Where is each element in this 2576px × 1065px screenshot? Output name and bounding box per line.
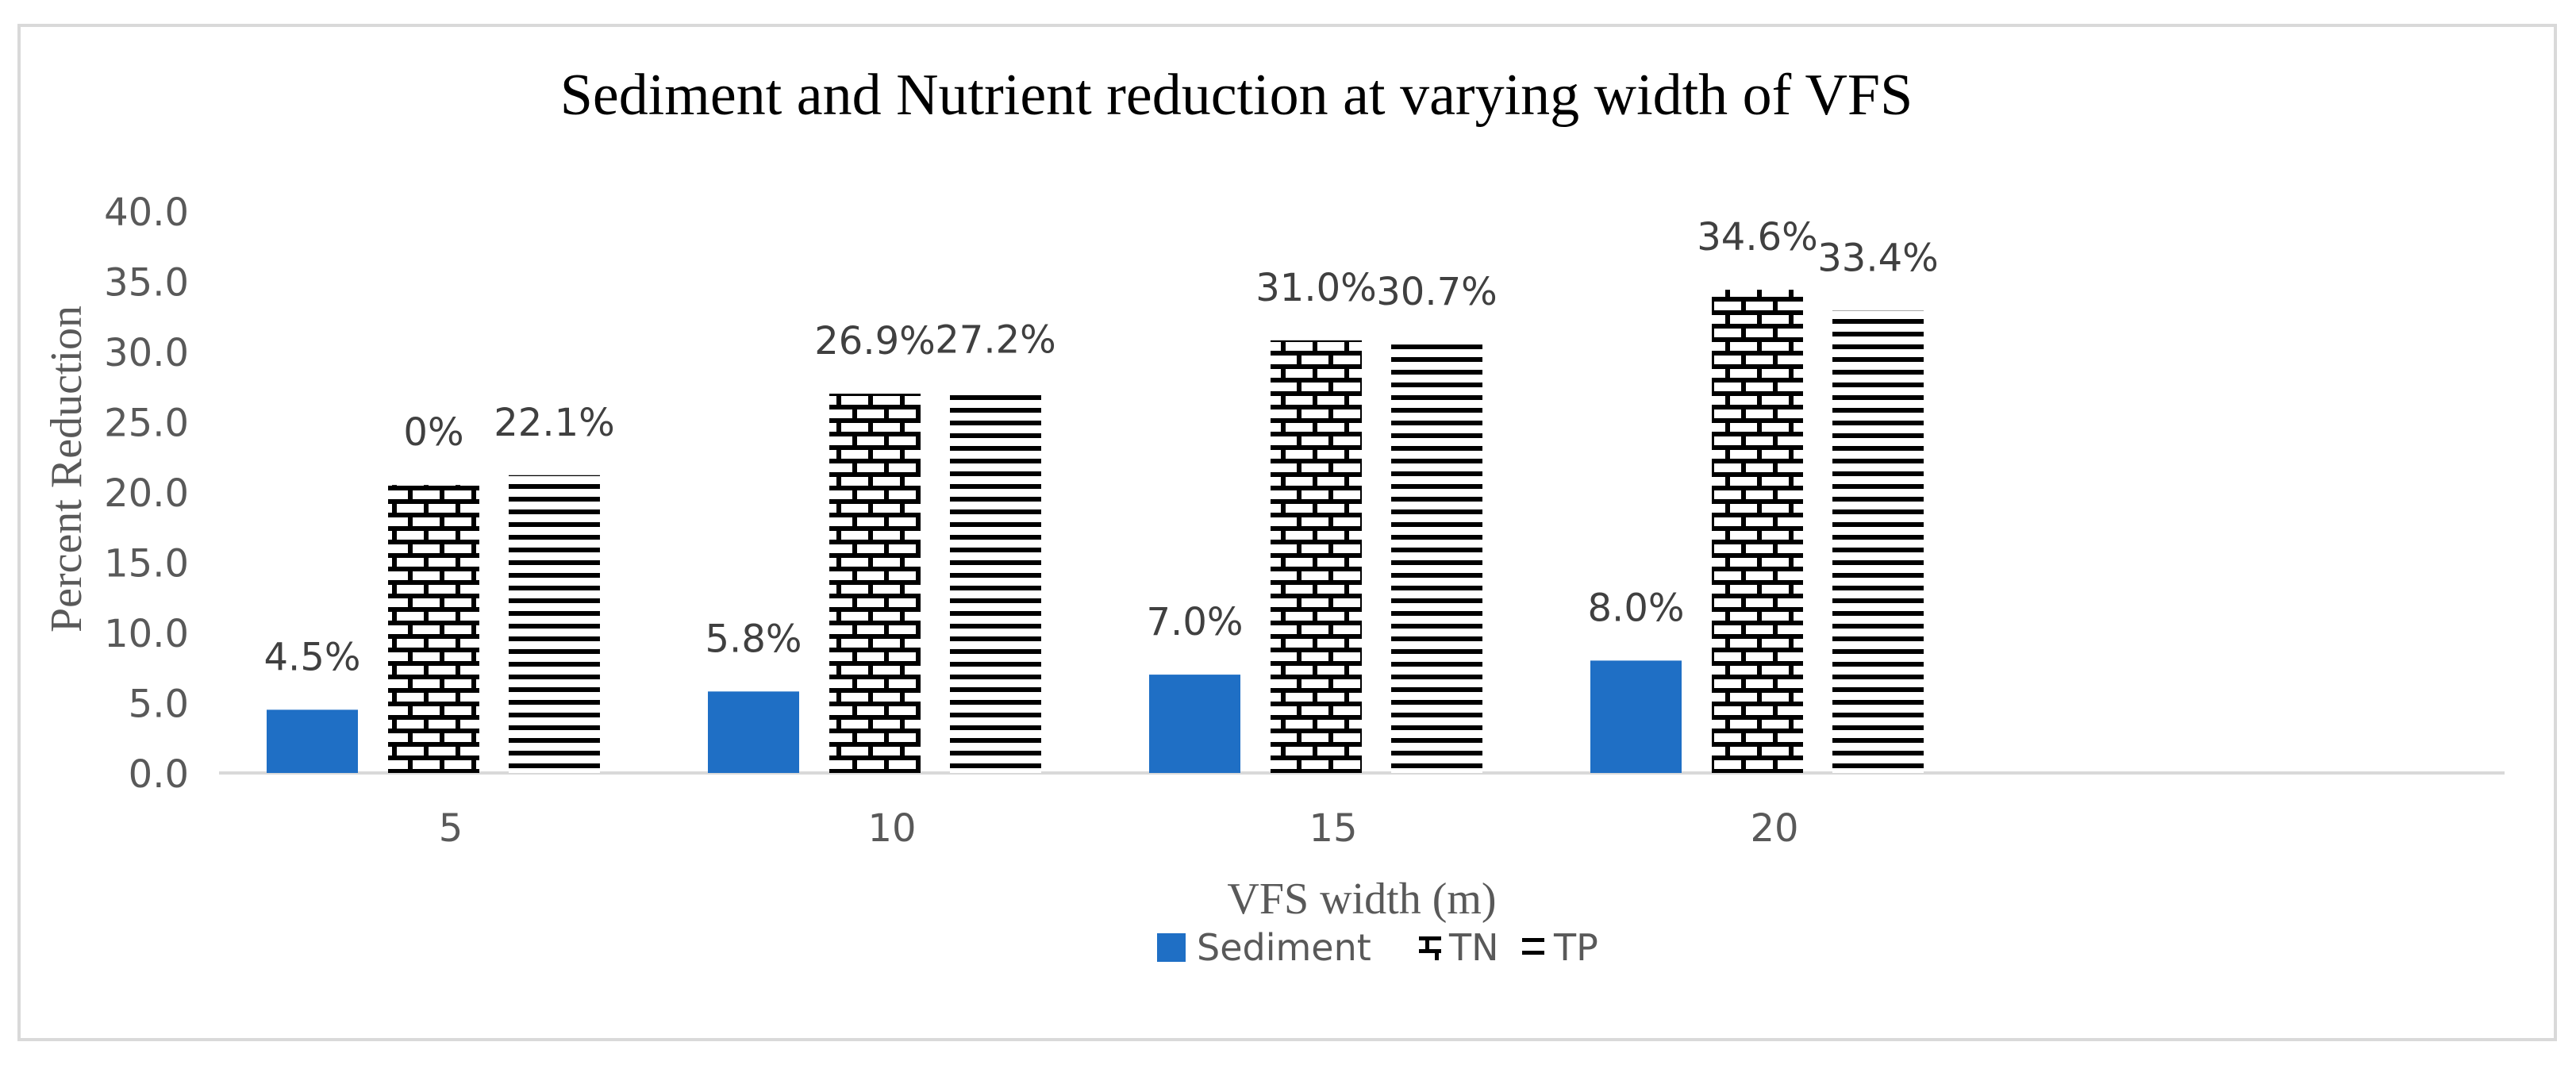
y-tick-label: 25.0 xyxy=(104,402,189,446)
bar-tp-20 xyxy=(1832,310,1924,773)
bar-chart: Sediment and Nutrient reduction at varyi… xyxy=(42,63,2505,969)
bar-sediment-20 xyxy=(1590,660,1682,773)
y-tick-label: 40.0 xyxy=(104,190,189,235)
x-axis-title: VFS width (m) xyxy=(1227,875,1496,924)
y-tick-label: 10.0 xyxy=(104,612,189,656)
data-label-sediment-15: 7.0% xyxy=(1147,600,1244,644)
x-axis-ticks: 5 10 15 20 xyxy=(439,806,1799,851)
bar-tn-10 xyxy=(829,394,921,773)
data-label-tn-10: 26.9% xyxy=(814,319,935,363)
bar-sediment-5 xyxy=(267,709,358,773)
y-tick-label: 35.0 xyxy=(104,261,189,306)
data-label-sediment-20: 8.0% xyxy=(1588,586,1685,630)
data-label-tp-20: 33.4% xyxy=(1817,236,1938,281)
data-label-tp-10: 27.2% xyxy=(935,317,1055,362)
bar-tn-15 xyxy=(1271,340,1362,774)
data-label-tn-5: 0% xyxy=(403,410,463,455)
x-tick-label: 15 xyxy=(1309,806,1357,851)
x-tick-label: 5 xyxy=(439,806,463,851)
y-tick-label: 15.0 xyxy=(104,542,189,586)
bar-tn-5 xyxy=(388,485,479,773)
bar-tp-10 xyxy=(950,392,1041,773)
chart-title: Sediment and Nutrient reduction at varyi… xyxy=(560,63,1913,128)
legend-swatch-tn xyxy=(1419,936,1441,960)
data-label-tp-5: 22.1% xyxy=(494,401,614,445)
bar-tp-15 xyxy=(1391,344,1482,773)
y-tick-label: 30.0 xyxy=(104,331,189,375)
bar-sediment-10 xyxy=(708,691,799,773)
legend-swatch-tp xyxy=(1522,938,1544,955)
data-label-tn-15: 31.0% xyxy=(1255,266,1376,310)
bar-tp-5 xyxy=(509,475,600,773)
legend-label-tp: TP xyxy=(1553,926,1598,969)
y-axis-ticks: 0.0 5.0 10.0 15.0 20.0 25.0 30.0 35.0 40.0 xyxy=(104,190,189,797)
chart-frame: Sediment and Nutrient reduction at varyi… xyxy=(17,24,2557,1041)
legend-label-sediment: Sediment xyxy=(1197,926,1371,969)
x-tick-label: 20 xyxy=(1750,806,1798,851)
data-label-tp-15: 30.7% xyxy=(1376,270,1497,314)
legend-swatch-sediment xyxy=(1157,933,1186,962)
y-axis-title: Percent Reduction xyxy=(42,306,91,632)
data-label-tn-20: 34.6% xyxy=(1697,215,1817,260)
bars-group xyxy=(267,290,1924,774)
y-tick-label: 0.0 xyxy=(129,752,189,797)
data-labels-group: 4.5% 5.8% 7.0% 8.0% 0% 26.9% 31.0% 34.6% 22.1% 27… xyxy=(264,215,1939,679)
y-tick-label: 20.0 xyxy=(104,471,189,516)
y-tick-label: 5.0 xyxy=(129,682,189,727)
legend: Sediment TN TP xyxy=(1157,926,1598,969)
x-tick-label: 10 xyxy=(867,806,916,851)
legend-label-tn: TN xyxy=(1448,926,1499,969)
data-label-sediment-5: 4.5% xyxy=(264,635,361,679)
bar-sediment-15 xyxy=(1149,675,1240,773)
data-label-sediment-10: 5.8% xyxy=(706,617,802,661)
bar-tn-20 xyxy=(1712,290,1803,773)
